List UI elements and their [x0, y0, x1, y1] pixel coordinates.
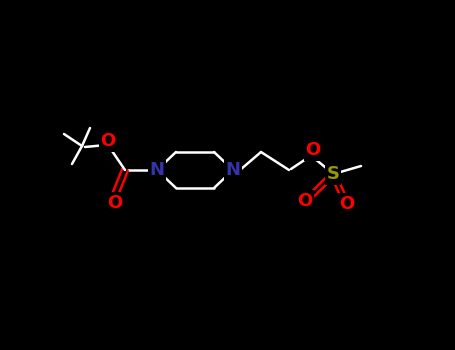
- Text: O: O: [298, 192, 313, 210]
- Text: O: O: [339, 195, 354, 213]
- Text: N: N: [226, 161, 241, 179]
- Text: S: S: [327, 165, 339, 183]
- Text: O: O: [101, 132, 116, 150]
- Text: N: N: [150, 161, 165, 179]
- Text: O: O: [107, 194, 123, 212]
- Text: O: O: [305, 141, 321, 159]
